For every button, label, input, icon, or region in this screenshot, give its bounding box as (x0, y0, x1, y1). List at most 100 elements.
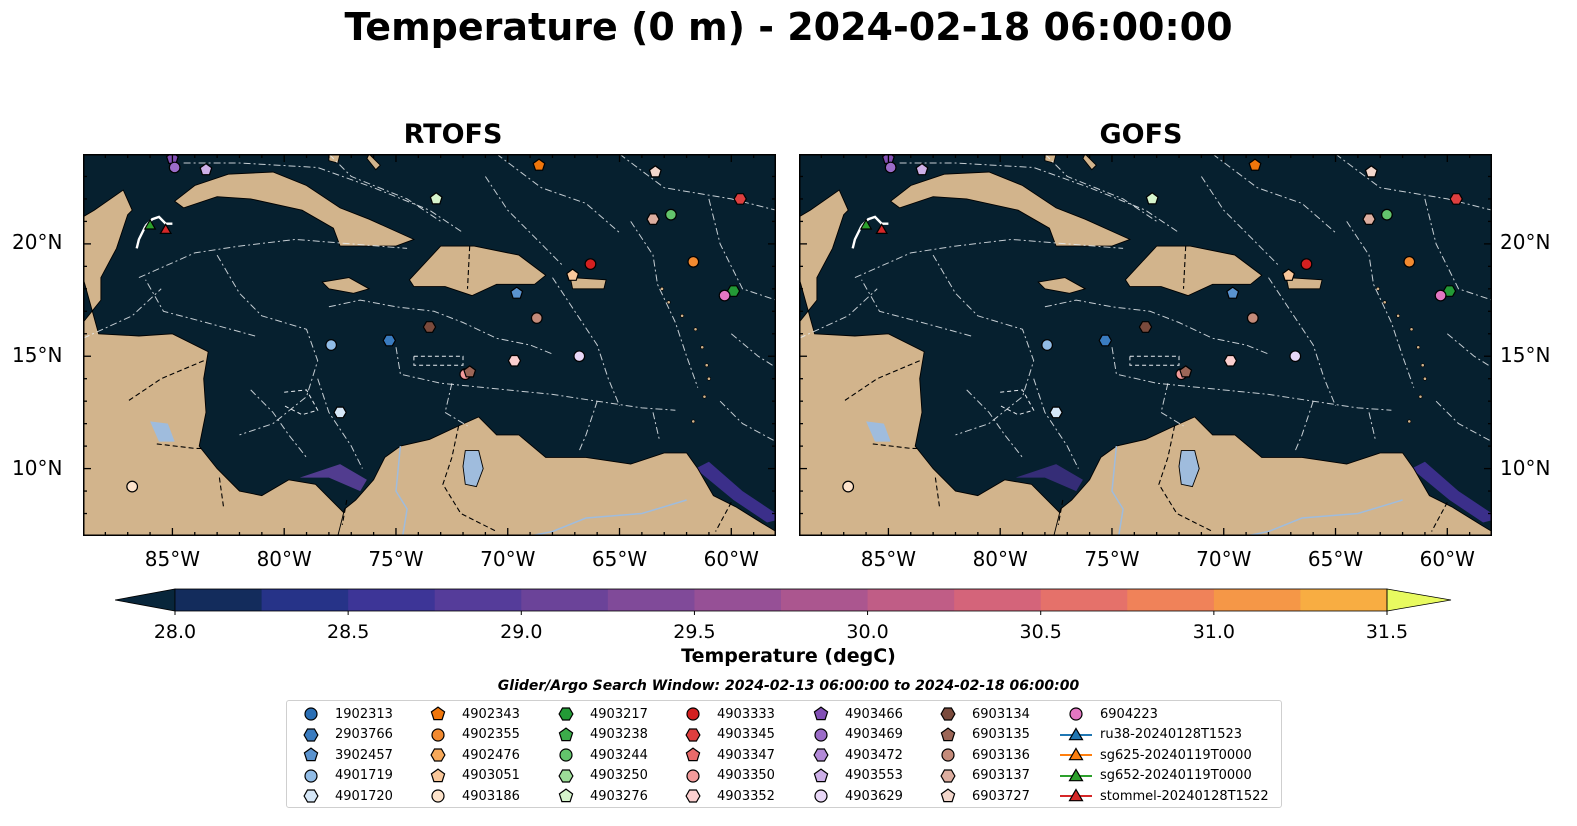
colorbar-tick: 31.0 (1192, 621, 1235, 643)
landmass (366, 154, 381, 171)
legend-marker-shape (685, 789, 701, 803)
lon-label-gofs-0: 85°W (860, 547, 917, 571)
legend-item: 4903629 (803, 786, 903, 806)
legend-item: 4903217 (548, 704, 648, 724)
obs-marker (1246, 312, 1259, 324)
legend-item: 6903727 (930, 786, 1030, 806)
obs-marker (1282, 268, 1296, 281)
colorbar-tick: 29.0 (500, 621, 543, 643)
obs-marker (648, 165, 662, 178)
landmass (1082, 154, 1097, 171)
legend-marker-shape (558, 788, 574, 803)
obs-marker (1364, 165, 1378, 178)
legend-label: 4903333 (717, 706, 775, 722)
landmass (408, 245, 547, 297)
legend-item: stommel-20240128T1522 (1058, 786, 1269, 806)
legend-marker-icon (431, 727, 445, 742)
legend-marker-icon (558, 788, 574, 803)
obs-marker (665, 208, 677, 221)
legend-item: 6903137 (930, 766, 1030, 786)
legend-item: 4903333 (675, 704, 775, 724)
legend-item: 3902457 (293, 745, 393, 765)
obs-marker (1138, 321, 1153, 333)
legend-marker-icon (1060, 768, 1092, 782)
landmass (1285, 277, 1323, 290)
obs-marker (1041, 339, 1054, 351)
legend-marker-icon (304, 707, 318, 721)
legend-marker-icon (1060, 788, 1092, 802)
legend-label: 4903469 (845, 727, 903, 743)
colorbar-tick: 30.0 (846, 621, 889, 643)
legend-label: 4902343 (462, 706, 520, 722)
lon-label-rtofs-4: 65°W (591, 547, 648, 571)
legend-label: 4903347 (717, 747, 775, 763)
legend-label: 4903352 (717, 788, 775, 804)
legend-label: 4901719 (335, 768, 393, 784)
obs-marker (1300, 258, 1313, 271)
obs-marker (1289, 350, 1302, 363)
colorbar-tick: 28.5 (326, 621, 370, 643)
legend-marker-icon (559, 748, 573, 762)
obs-marker (463, 365, 477, 378)
legend-marker-shape (304, 707, 318, 721)
legend-marker-shape (941, 748, 955, 762)
obs-marker (143, 218, 157, 230)
legend-item: ru38-20240128T1523 (1058, 725, 1242, 745)
legend-marker-shape (1068, 726, 1084, 740)
lat-label-10n-right: 10°N (1500, 456, 1551, 480)
obs-marker (687, 255, 700, 268)
lon-label-rtofs-5: 60°W (703, 547, 759, 571)
panel-title-gofs: GOFS (1099, 119, 1183, 150)
legend-marker-icon (813, 706, 829, 721)
legend-item: 4903244 (548, 745, 648, 765)
legend-item: 6904223 (1058, 704, 1158, 724)
legend-label: 4902476 (462, 747, 520, 763)
legend-item: 6903136 (930, 745, 1030, 765)
legend-marker-icon (558, 707, 574, 721)
legend-item: 4903352 (675, 786, 775, 806)
landmass (799, 189, 1062, 536)
legend-marker-icon (303, 789, 319, 803)
legend-item: 4903469 (803, 725, 903, 745)
legend-marker-shape (430, 748, 446, 762)
legend-marker-icon (814, 789, 828, 803)
lat-label-15n-right: 15°N (1500, 343, 1551, 367)
legend-marker-icon (304, 769, 318, 783)
legend-item: 4903051 (420, 766, 520, 786)
landmass (569, 277, 607, 290)
legend-item: 4902355 (420, 725, 520, 745)
legend-item: 6903135 (930, 725, 1030, 745)
legend-item: 6903134 (930, 704, 1030, 724)
legend-item: 2903766 (293, 725, 393, 745)
legend-item: sg652-20240119T0000 (1058, 766, 1252, 786)
obs-marker (532, 158, 546, 171)
legend-marker-shape (1068, 788, 1084, 802)
legend-label: 4903472 (845, 747, 903, 763)
lon-label-gofs-3: 70°W (1196, 547, 1252, 571)
search-window-label: Glider/Argo Search Window: 2024-02-13 06… (497, 678, 1080, 694)
legend-marker-shape (558, 707, 574, 721)
legend-marker-shape (685, 727, 701, 742)
obs-marker (1049, 406, 1063, 419)
colorbar-label: Temperature (degC) (681, 645, 896, 667)
legend-item: 4903238 (548, 725, 648, 745)
legend-label: 1902313 (335, 706, 393, 722)
lon-label-rtofs-1: 80°W (256, 547, 312, 571)
legend-item: 4903553 (803, 766, 903, 786)
map-rtofs (83, 154, 776, 536)
legend-marker-icon (1060, 726, 1092, 740)
obs-marker (1179, 365, 1193, 378)
landmass (173, 171, 416, 247)
obs-marker (382, 334, 397, 347)
legend-item: 4903350 (675, 766, 775, 786)
legend-marker-icon (941, 748, 955, 762)
lon-label-gofs-5: 60°W (1419, 547, 1475, 571)
legend-label: 6903137 (972, 768, 1030, 784)
figure-title: Temperature (0 m) - 2024-02-18 06:00:00 (344, 5, 1233, 49)
legend-marker-icon (558, 726, 574, 741)
legend-label: 4903553 (845, 768, 903, 784)
colorbar-tick: 28.0 (153, 621, 197, 643)
legend-marker-shape (1069, 707, 1083, 721)
legend-label: 6903727 (972, 788, 1030, 804)
legend-marker-icon (303, 747, 319, 762)
